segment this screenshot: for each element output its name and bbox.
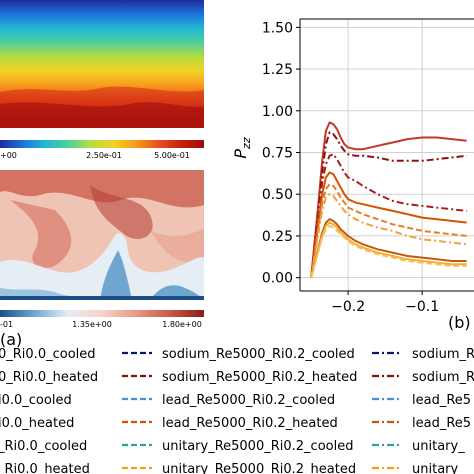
pzz-plot: 0.00 0.25 0.50 0.75 1.00 1.25 1.50 −0.2 −0.1 <box>262 18 474 315</box>
series-line-2 <box>310 152 467 278</box>
y-tick-label: 0.50 <box>262 187 293 203</box>
legend-label: sodium_Re5000_Ri0.2_cooled <box>162 347 355 362</box>
series-line-8 <box>310 224 467 278</box>
legend-label: i0.0_heated <box>0 416 74 431</box>
y-tick-label: 0.75 <box>262 145 293 161</box>
legend-label: unitary_Re5000_Ri0.2_cooled <box>162 439 353 454</box>
x-tick-label: −0.1 <box>405 299 439 315</box>
legend-label: 0_Ri0.0_heated <box>0 370 98 385</box>
series-line-4 <box>310 182 467 278</box>
colorbar-bottom: -01 1.35e+00 1.80e+00 <box>0 310 204 329</box>
legend: 0_Ri0.0_cooled 0_Ri0.0_heated i0.0_cooledi… <box>0 347 474 474</box>
series-line-7 <box>310 221 467 278</box>
y-axis-label: Pzz <box>231 137 253 158</box>
colorbar-bottom-tick-2: 1.80e+00 <box>162 320 202 329</box>
legend-label: _Ri0.0_cooled <box>0 439 87 454</box>
legend-label: 0_Ri0.0_cooled <box>0 347 96 362</box>
colorbar-bottom-tick-1: 1.35e+00 <box>72 320 112 329</box>
density-field-bottom <box>0 170 204 300</box>
y-tick-label: 1.50 <box>262 20 293 36</box>
legend-label: unitary_Re5000_Ri0.2_heated <box>162 462 356 474</box>
legend-label: lead_Re5 <box>412 393 471 408</box>
legend-label: i0.0_cooled <box>0 393 72 408</box>
legend-label: sodium_Re <box>412 347 474 362</box>
series-line-6 <box>310 218 467 278</box>
grid <box>300 19 474 291</box>
panel-a-label: (a) <box>0 330 22 349</box>
colorbar-top-tick-1: 2.50e-01 <box>86 151 122 160</box>
colorbar-top-tick-0: +00 <box>0 151 17 160</box>
y-tick-label: 0.00 <box>262 271 293 287</box>
series-line-0 <box>310 121 467 278</box>
axes: 0.00 0.25 0.50 0.75 1.00 1.25 1.50 −0.2 −0.1 <box>262 18 474 315</box>
panel-b-label: (b) <box>448 313 471 332</box>
legend-label: lead_Re5000_Ri0.2_heated <box>162 416 338 431</box>
colorbar-top: +00 2.50e-01 5.00e-01 <box>0 140 204 160</box>
y-tick-label: 0.25 <box>262 229 293 245</box>
y-tick-label: 1.25 <box>262 62 293 78</box>
legend-label: sodium_Re <box>412 370 474 385</box>
temperature-field-top <box>0 0 204 128</box>
colorbar-top-tick-2: 5.00e-01 <box>154 151 190 160</box>
legend-label: unitary_ <box>412 439 465 454</box>
series-line-1 <box>310 131 467 278</box>
legend-label: lead_Re5000_Ri0.2_cooled <box>162 393 335 408</box>
legend-label: lead_Re5 <box>412 416 471 431</box>
series-line-3 <box>310 171 467 278</box>
series-line-5 <box>310 193 467 278</box>
legend-label: sodium_Re5000_Ri0.2_heated <box>162 370 357 385</box>
y-tick-label: 1.00 <box>262 104 293 120</box>
series-layer <box>310 121 467 278</box>
legend-label: _Ri0.0_heated <box>0 462 90 474</box>
x-tick-label: −0.2 <box>331 299 365 315</box>
colorbar-bottom-tick-0: -01 <box>0 320 13 329</box>
legend-label: unitary_ <box>412 462 465 474</box>
